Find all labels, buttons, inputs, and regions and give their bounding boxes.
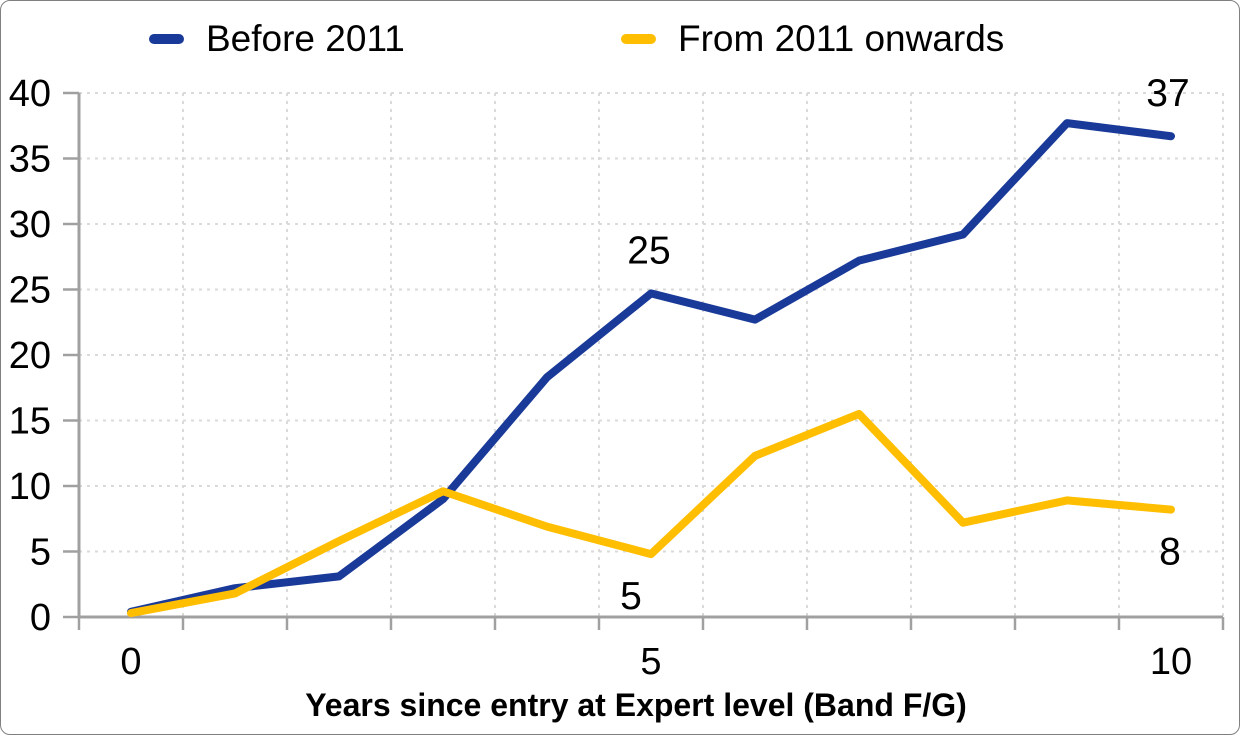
- y-tick-label-30: 30: [9, 204, 51, 246]
- data-label-25: 25: [627, 229, 670, 272]
- data-label-37: 37: [1146, 72, 1189, 115]
- x-tick-label-5: 5: [640, 641, 661, 683]
- y-tick-label-10: 10: [9, 466, 51, 508]
- x-tick-label-0: 0: [120, 641, 141, 683]
- y-tick-label-5: 5: [30, 532, 51, 574]
- y-tick-label-40: 40: [9, 73, 51, 115]
- x-tick-label-10: 10: [1150, 641, 1192, 683]
- y-tick-label-25: 25: [9, 270, 51, 312]
- y-tick-label-35: 35: [9, 139, 51, 181]
- y-tick-label-20: 20: [9, 335, 51, 377]
- y-tick-label-0: 0: [30, 597, 51, 639]
- data-label-8: 8: [1159, 531, 1181, 574]
- x-axis-title: Years since entry at Expert level (Band …: [305, 687, 967, 723]
- series-line-before-2011: [127, 119, 1175, 616]
- series-line-from-2011-onwards: [127, 409, 1175, 618]
- data-label-5: 5: [620, 575, 642, 618]
- y-tick-label-15: 15: [9, 401, 51, 443]
